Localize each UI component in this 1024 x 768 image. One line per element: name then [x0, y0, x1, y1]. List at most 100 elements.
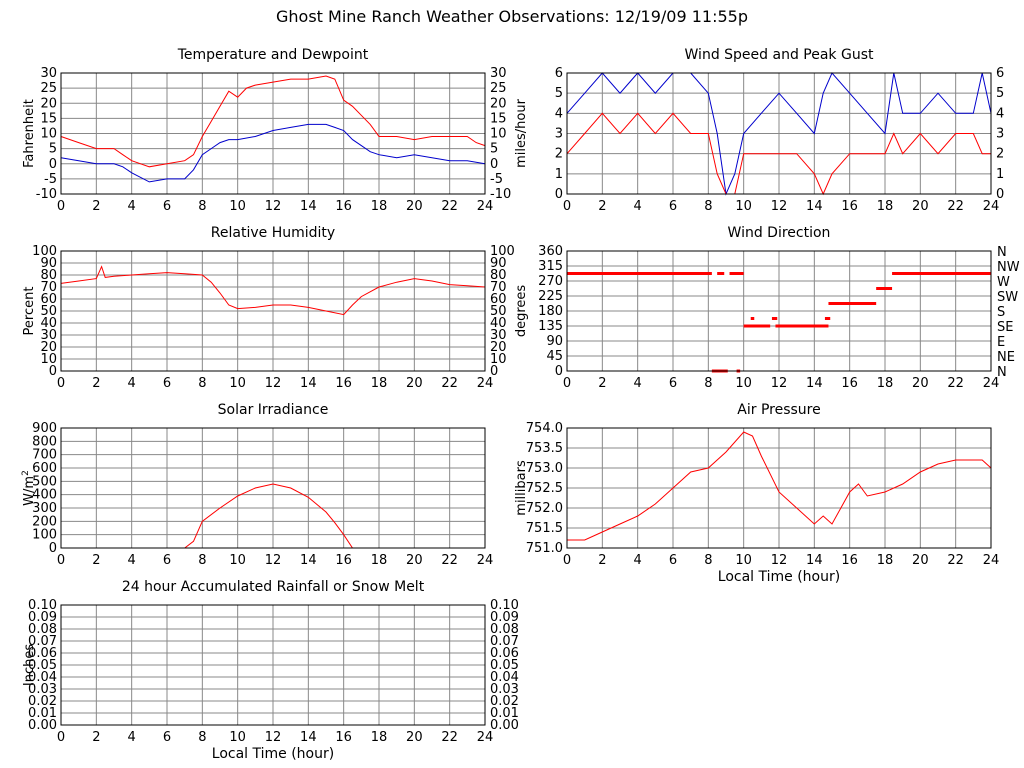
- y-tick-label: 751.5: [526, 521, 563, 536]
- y-tick-label: 700: [32, 448, 57, 463]
- x-tick-label: 20: [406, 730, 423, 745]
- y-tick-label: 0.01: [28, 706, 57, 721]
- x-tick-label: 16: [335, 553, 352, 568]
- series-line-red: [60, 265, 486, 316]
- y-tick-label: 180: [538, 304, 563, 319]
- y-tick-label-right: 20: [490, 340, 507, 355]
- y-tick-label-right: 0.04: [490, 670, 519, 685]
- chart-title: Wind Speed and Peak Gust: [685, 47, 874, 63]
- x-tick-label: 12: [265, 553, 282, 568]
- y-tick-label: 135: [538, 319, 563, 334]
- y-tick-label-right: 0: [490, 364, 498, 379]
- x-tick-label: 10: [229, 730, 246, 745]
- x-tick-label: 4: [634, 376, 642, 391]
- x-tick-label: 0: [57, 553, 65, 568]
- y-tick-label-right: 2: [996, 147, 1004, 162]
- chart-rainfall: 24 hour Accumulated Rainfall or Snow Mel…: [22, 579, 519, 762]
- y-tick-label: 0.06: [28, 646, 57, 661]
- series-line-red: [567, 431, 992, 541]
- x-tick-label: 2: [598, 376, 606, 391]
- x-tick-label: 20: [912, 199, 929, 214]
- x-tick-label: 4: [634, 199, 642, 214]
- x-tick-label: 16: [841, 199, 858, 214]
- y-tick-label: 752.5: [526, 481, 563, 496]
- series-line-red: [61, 483, 485, 549]
- y-tick-label-right: 0: [996, 187, 1004, 202]
- y-tick-label: 50: [40, 304, 57, 319]
- y-tick-label: 270: [538, 274, 563, 289]
- y-tick-label-right: 0.01: [490, 706, 519, 721]
- x-tick-label: 2: [92, 553, 100, 568]
- plot-frame: [60, 72, 486, 195]
- x-tick-label: 20: [406, 376, 423, 391]
- series-line-blue: [566, 72, 992, 196]
- chart-title: Air Pressure: [737, 402, 820, 418]
- series-line-red: [566, 112, 991, 196]
- y-tick-label-right: 4: [996, 106, 1004, 121]
- x-tick-label: 18: [371, 376, 388, 391]
- y-tick-label-right: 60: [490, 292, 507, 307]
- compass-label: N: [997, 245, 1007, 260]
- x-tick-label: 10: [735, 199, 752, 214]
- chart-title: Relative Humidity: [211, 225, 335, 241]
- x-tick-label: 24: [477, 553, 494, 568]
- x-tick-label: 8: [198, 376, 206, 391]
- x-tick-label: 10: [229, 376, 246, 391]
- x-tick-label: 12: [265, 730, 282, 745]
- x-tick-label: 12: [265, 199, 282, 214]
- y-tick-label: 300: [32, 501, 57, 516]
- x-tick-label: 22: [947, 553, 964, 568]
- y-axis-label: W/m2: [21, 470, 37, 506]
- y-tick-label: 30: [40, 328, 57, 343]
- plot-frame: [566, 427, 992, 549]
- x-tick-label: 0: [563, 199, 571, 214]
- x-tick-label: 0: [563, 376, 571, 391]
- y-tick-label-right: 0: [490, 157, 498, 172]
- x-tick-label: 22: [441, 553, 458, 568]
- x-tick-label: 18: [371, 553, 388, 568]
- x-tick-label: 18: [877, 376, 894, 391]
- y-tick-label: 751.0: [526, 541, 563, 556]
- y-tick-label: 80: [40, 268, 57, 283]
- x-tick-label: 6: [163, 199, 171, 214]
- plot-frame: [60, 604, 486, 726]
- y-tick-label: 5: [555, 86, 563, 101]
- y-tick-label-right: 3: [996, 127, 1004, 142]
- y-tick-label: 400: [32, 488, 57, 503]
- y-tick-label: 752.0: [526, 501, 563, 516]
- plot-frame: [566, 250, 992, 372]
- y-tick-label: 753.5: [526, 441, 563, 456]
- x-tick-label: 22: [441, 376, 458, 391]
- y-tick-label: 100: [32, 528, 57, 543]
- compass-label: S: [997, 305, 1005, 320]
- y-tick-label: 0.03: [28, 682, 57, 697]
- x-axis-label: Local Time (hour): [718, 569, 840, 585]
- x-tick-label: 6: [163, 730, 171, 745]
- y-tick-label: 0: [555, 364, 563, 379]
- plot-frame: [566, 72, 992, 195]
- y-tick-label: 10: [40, 127, 57, 142]
- y-tick-label-right: 30: [490, 66, 507, 81]
- y-tick-label: 2: [555, 147, 563, 162]
- y-tick-label: 753.0: [526, 461, 563, 476]
- x-tick-label: 8: [198, 553, 206, 568]
- y-tick-label-right: 40: [490, 316, 507, 331]
- y-tick-label: 360: [538, 244, 563, 259]
- x-tick-label: 14: [300, 553, 317, 568]
- plot-frame: [60, 250, 486, 372]
- y-tick-label: 40: [40, 316, 57, 331]
- chart-title: 24 hour Accumulated Rainfall or Snow Mel…: [122, 579, 425, 595]
- compass-label: NW: [997, 260, 1020, 275]
- y-tick-label: 3: [555, 127, 563, 142]
- x-tick-label: 24: [983, 199, 1000, 214]
- compass-label: W: [997, 275, 1010, 290]
- y-tick-label-right: -5: [490, 172, 503, 187]
- compass-label: E: [997, 335, 1005, 350]
- x-tick-label: 14: [300, 376, 317, 391]
- y-tick-label: 20: [40, 96, 57, 111]
- chart-title: Solar Irradiance: [218, 402, 329, 418]
- x-tick-label: 22: [441, 730, 458, 745]
